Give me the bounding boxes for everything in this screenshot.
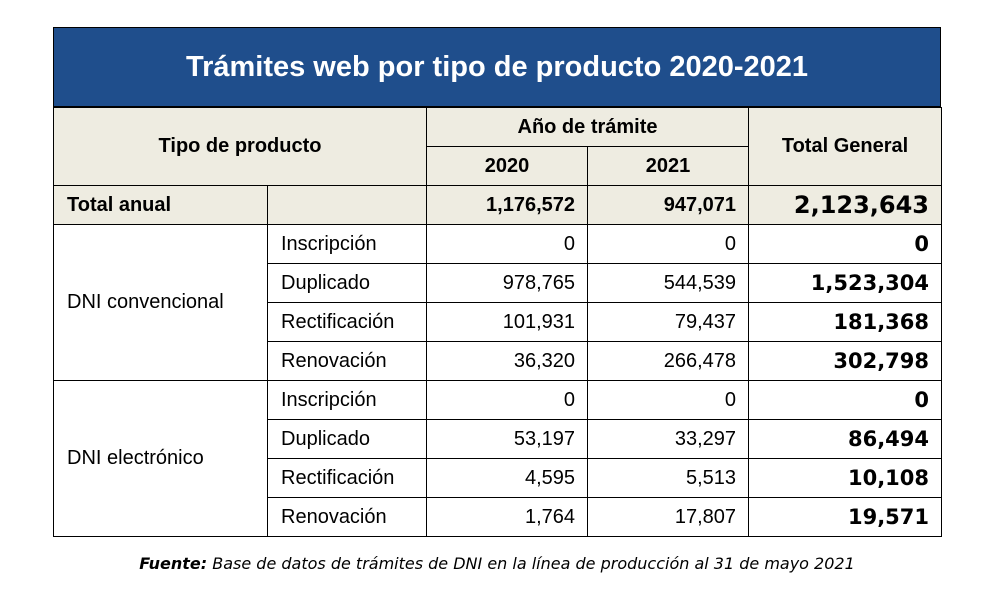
value-2020: 978,765 — [426, 263, 589, 303]
value-2020: 0 — [426, 224, 589, 264]
product-label: Duplicado — [266, 263, 428, 303]
total-annual-grand: 2,123,643 — [748, 185, 943, 225]
product-label: Renovación — [266, 341, 428, 381]
table-row: Renovación 36,320 266,478 302,798 — [54, 341, 943, 381]
value-total: 1,523,304 — [748, 263, 943, 303]
value-2021: 266,478 — [587, 341, 750, 381]
value-total: 10,108 — [748, 458, 943, 498]
table-row: Renovación 1,764 17,807 19,571 — [54, 497, 943, 537]
table-row: Rectificación 4,595 5,513 10,108 — [54, 458, 943, 498]
product-label: Inscripción — [266, 380, 428, 420]
table-row: Rectificación 101,931 79,437 181,368 — [54, 302, 943, 342]
total-annual-empty — [266, 185, 428, 225]
header-year-2021: 2021 — [587, 146, 750, 186]
table-row: DNI electrónico Inscripción 0 0 0 — [53, 380, 943, 537]
source-label: Fuente: — [139, 554, 208, 573]
value-2021: 0 — [587, 224, 750, 264]
total-annual-row: Total anual 1,176,572 947,071 2,123,643 — [53, 185, 943, 225]
value-2021: 0 — [587, 380, 750, 420]
table-row: DNI convencional Inscripción 0 0 0 — [53, 224, 943, 381]
value-2021: 5,513 — [587, 458, 750, 498]
product-label: Rectificación — [266, 458, 428, 498]
source-note: Fuente: Base de datos de trámites de DNI… — [53, 554, 941, 573]
total-annual-2020: 1,176,572 — [426, 185, 589, 225]
value-total: 86,494 — [748, 419, 943, 459]
value-total: 0 — [748, 380, 943, 420]
total-annual-2021: 947,071 — [587, 185, 750, 225]
header-year-2020: 2020 — [426, 146, 589, 186]
table-title: Trámites web por tipo de producto 2020-2… — [53, 27, 941, 107]
source-text: Base de datos de trámites de DNI en la l… — [212, 554, 855, 573]
value-2021: 544,539 — [587, 263, 750, 303]
value-total: 302,798 — [748, 341, 943, 381]
product-label: Renovación — [266, 497, 428, 537]
header-product-type: Tipo de producto — [52, 107, 428, 186]
value-2020: 36,320 — [426, 341, 589, 381]
value-2021: 17,807 — [587, 497, 750, 537]
value-2021: 79,437 — [587, 302, 750, 342]
value-total: 181,368 — [748, 302, 943, 342]
total-annual-label: Total anual — [53, 185, 268, 225]
value-total: 19,571 — [748, 497, 943, 537]
value-2020: 0 — [426, 380, 589, 420]
value-2020: 53,197 — [426, 419, 589, 459]
value-2020: 101,931 — [426, 302, 589, 342]
table-row: Duplicado 978,765 544,539 1,523,304 — [54, 263, 943, 303]
group-label: DNI electrónico — [53, 380, 268, 537]
data-table: Tipo de producto Año de trámite Total Ge… — [52, 107, 943, 537]
value-2020: 1,764 — [426, 497, 589, 537]
header-year-group: Año de trámite — [426, 107, 750, 147]
value-2020: 4,595 — [426, 458, 589, 498]
table-container: Trámites web por tipo de producto 2020-2… — [52, 27, 943, 537]
product-label: Rectificación — [266, 302, 428, 342]
value-2021: 33,297 — [587, 419, 750, 459]
product-label: Inscripción — [266, 224, 428, 264]
product-label: Duplicado — [266, 419, 428, 459]
group-label: DNI convencional — [53, 224, 268, 381]
value-total: 0 — [748, 224, 943, 264]
header-total-general: Total General — [748, 107, 943, 186]
